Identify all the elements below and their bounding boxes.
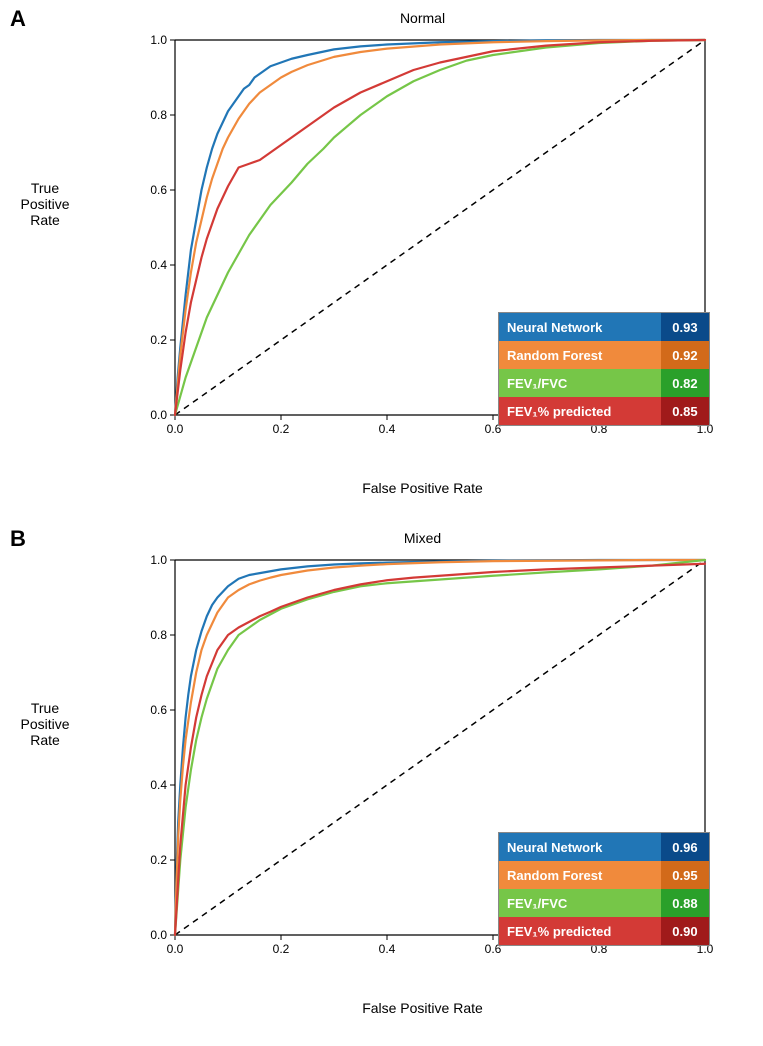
legend-value: 0.93: [661, 313, 709, 341]
svg-text:0.0: 0.0: [167, 942, 184, 956]
svg-text:0.0: 0.0: [150, 928, 167, 942]
legend-name: FEV₁% predicted: [499, 397, 661, 425]
legend-row: Neural Network0.93: [499, 313, 709, 341]
svg-text:0.4: 0.4: [150, 778, 167, 792]
legend-name: FEV₁/FVC: [499, 889, 661, 917]
panel-b-legend: Neural Network0.96Random Forest0.95FEV₁/…: [498, 832, 710, 946]
svg-text:0.6: 0.6: [150, 703, 167, 717]
svg-text:0.4: 0.4: [379, 422, 396, 436]
svg-text:0.0: 0.0: [167, 422, 184, 436]
legend-row: Random Forest0.92: [499, 341, 709, 369]
legend-value: 0.85: [661, 397, 709, 425]
panel-b-label: B: [10, 526, 26, 552]
legend-value: 0.90: [661, 917, 709, 945]
svg-text:0.4: 0.4: [379, 942, 396, 956]
panel-a-ylabel: True Positive Rate: [10, 180, 80, 228]
svg-text:0.0: 0.0: [150, 408, 167, 422]
legend-name: FEV₁/FVC: [499, 369, 661, 397]
legend-value: 0.96: [661, 833, 709, 861]
legend-row: FEV₁/FVC0.88: [499, 889, 709, 917]
svg-text:0.2: 0.2: [150, 333, 167, 347]
svg-text:0.2: 0.2: [150, 853, 167, 867]
svg-text:0.8: 0.8: [150, 628, 167, 642]
legend-name: Random Forest: [499, 341, 661, 369]
legend-value: 0.88: [661, 889, 709, 917]
legend-value: 0.92: [661, 341, 709, 369]
legend-name: Neural Network: [499, 313, 661, 341]
legend-row: FEV₁% predicted0.90: [499, 917, 709, 945]
legend-value: 0.82: [661, 369, 709, 397]
panel-b-title: Mixed: [130, 530, 715, 546]
panel-a-legend: Neural Network0.93Random Forest0.92FEV₁/…: [498, 312, 710, 426]
svg-text:0.2: 0.2: [273, 942, 290, 956]
legend-row: FEV₁/FVC0.82: [499, 369, 709, 397]
legend-row: Neural Network0.96: [499, 833, 709, 861]
svg-text:1.0: 1.0: [150, 33, 167, 47]
panel-a-label: A: [10, 6, 26, 32]
svg-text:0.6: 0.6: [150, 183, 167, 197]
panel-a-xlabel: False Positive Rate: [130, 480, 715, 496]
legend-value: 0.95: [661, 861, 709, 889]
roc-figure: A Normal 0.0 0.2 0.4 0.6 0.8 1.0 0.0 0.2 0.4 0.6 0…: [0, 0, 763, 1046]
legend-name: Random Forest: [499, 861, 661, 889]
legend-name: Neural Network: [499, 833, 661, 861]
svg-text:0.8: 0.8: [150, 108, 167, 122]
svg-text:0.4: 0.4: [150, 258, 167, 272]
legend-row: Random Forest0.95: [499, 861, 709, 889]
svg-text:0.2: 0.2: [273, 422, 290, 436]
panel-b-xlabel: False Positive Rate: [130, 1000, 715, 1016]
legend-name: FEV₁% predicted: [499, 917, 661, 945]
legend-row: FEV₁% predicted0.85: [499, 397, 709, 425]
panel-b-ylabel: True Positive Rate: [10, 700, 80, 748]
svg-text:1.0: 1.0: [150, 553, 167, 567]
panel-a-title: Normal: [130, 10, 715, 26]
